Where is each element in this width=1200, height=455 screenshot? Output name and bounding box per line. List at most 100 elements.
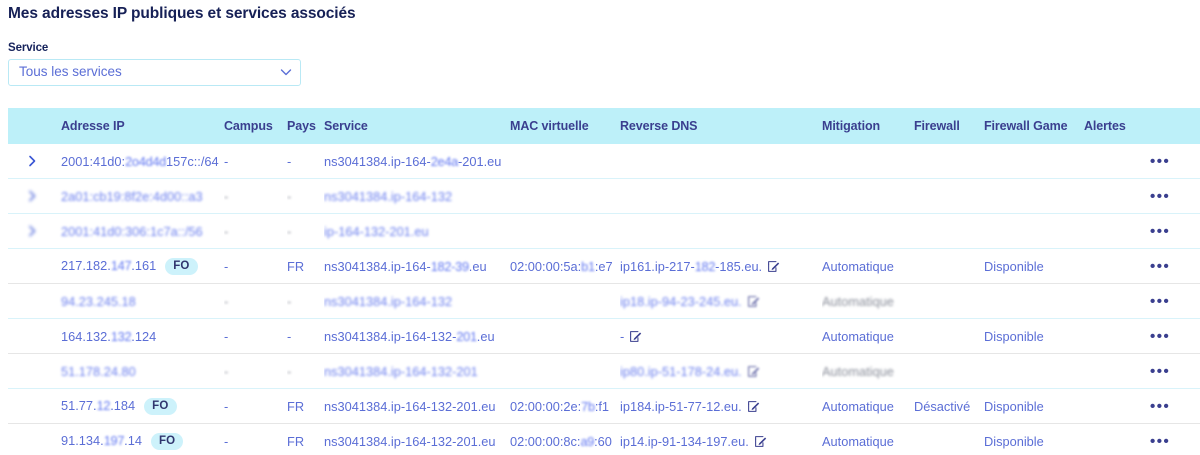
cell-service: ns3041384.ip-164-132 [324, 179, 510, 214]
ellipsis-icon[interactable]: ••• [1150, 362, 1171, 380]
pays-redacted: - [287, 363, 292, 379]
cell-service: ns3041384.ip-164-2e4a-201.eu [324, 144, 510, 179]
cell-alertes[interactable]: ••• [1084, 319, 1200, 354]
ellipsis-icon[interactable]: ••• [1150, 257, 1171, 275]
table-row[interactable]: 51.77.12.184 FO - FR ns3041384.ip-164-132… [8, 389, 1200, 424]
campus-redacted: - [224, 188, 229, 204]
rdns-redacted: ip18.ip-94-23-245.eu. [620, 293, 742, 309]
cell-ip: 164.132.132.124 [52, 319, 224, 354]
cell-rdns: ip14.ip-91-134-197.eu. [620, 424, 822, 455]
cell-firewall[interactable]: Désactivé [914, 398, 971, 414]
pays-redacted: - [287, 293, 292, 309]
rdns-prefix: - [620, 328, 625, 344]
table-row[interactable]: 91.134.197.14 FO - FR ns3041384.ip-164-13… [8, 424, 1200, 455]
cell-alertes[interactable]: ••• [1084, 389, 1200, 424]
table-row[interactable]: 2001:41d0:306:1c7a::/56 - - ip-164-132-2… [8, 214, 1200, 249]
row-expand-toggle[interactable] [8, 179, 52, 214]
cell-firewall-game[interactable]: Disponible [984, 258, 1044, 274]
mac-redacted: a9 [580, 433, 595, 449]
cell-alertes[interactable]: ••• [1084, 179, 1200, 214]
service-prefix: ns3041384.ip-164- [324, 153, 431, 169]
rdns-suffix: -185.eu. [715, 258, 763, 274]
cell-firewall [914, 214, 984, 249]
table-row[interactable]: 164.132.132.124 - - ns3041384.ip-164-132… [8, 319, 1200, 354]
cell-alertes[interactable]: ••• [1084, 144, 1200, 179]
ip-redacted: 2o4d4d [125, 153, 166, 169]
service-redacted: 2e4a [430, 153, 459, 169]
edit-icon[interactable] [747, 295, 760, 308]
cell-alertes[interactable]: ••• [1084, 214, 1200, 249]
cell-alertes[interactable]: ••• [1084, 354, 1200, 389]
cell-campus: - [224, 153, 229, 169]
ellipsis-icon[interactable]: ••• [1150, 397, 1171, 415]
cell-alertes[interactable]: ••• [1084, 424, 1200, 455]
page-title: Mes adresses IP publiques et services as… [8, 5, 356, 22]
cell-campus: - [224, 284, 287, 319]
cell-pays: - [287, 153, 292, 169]
cell-firewall-game [984, 144, 1084, 179]
table-header: Adresse IP Campus Pays Service MAC virtu… [8, 108, 1200, 144]
cell-service: ns3041384.ip-164-132-201.eu [324, 424, 510, 455]
cell-mac: 02:00:00:8c:a9:60 [510, 424, 620, 455]
ellipsis-icon[interactable]: ••• [1150, 152, 1171, 170]
cell-mac: 02:00:00:2e:7b:f1 [510, 389, 620, 424]
edit-icon[interactable] [629, 330, 642, 343]
status-badge: FO [144, 397, 177, 415]
chevron-right-icon [26, 190, 37, 201]
mac-suffix: :f1 [594, 398, 610, 414]
table-row[interactable]: 2001:41d0:2o4d4d157c::/64 - - ns3041384.… [8, 144, 1200, 179]
ellipsis-icon[interactable]: ••• [1150, 432, 1171, 450]
cell-alertes[interactable]: ••• [1084, 249, 1200, 284]
mitigation-redacted: Automatique [822, 293, 894, 309]
mac-redacted: 7b [581, 398, 595, 414]
service-redacted: ns3041384.ip-164-132 [324, 188, 453, 204]
edit-icon[interactable] [747, 365, 760, 378]
cell-alertes[interactable]: ••• [1084, 284, 1200, 319]
cell-pays: - [287, 214, 324, 249]
service-filter: Service Tous les services [8, 42, 301, 86]
ip-suffix: .184 [110, 397, 136, 413]
edit-icon[interactable] [747, 400, 760, 413]
cell-firewall-game[interactable]: Disponible [984, 433, 1044, 449]
column-header-expand [8, 108, 52, 144]
ip-redacted: 132 [110, 328, 132, 344]
cell-campus: - [224, 258, 229, 274]
ellipsis-icon[interactable]: ••• [1150, 327, 1171, 345]
ip-prefix: 164.132. [61, 328, 111, 344]
column-header-mitigation: Mitigation [822, 108, 914, 144]
cell-firewall-game[interactable]: Disponible [984, 328, 1044, 344]
cell-service: ns3041384.ip-164-132-201 [324, 354, 510, 389]
cell-firewall [914, 144, 984, 179]
column-header-ip: Adresse IP [52, 108, 224, 144]
edit-icon[interactable] [767, 260, 780, 273]
table-row[interactable]: 51.178.24.80 - - ns3041384.ip-164-132-20… [8, 354, 1200, 389]
table-row[interactable]: 2a01:cb19:8f2e:4d00::a3 - - ns3041384.ip… [8, 179, 1200, 214]
cell-firewall [914, 319, 984, 354]
table-header-row: Adresse IP Campus Pays Service MAC virtu… [8, 108, 1200, 144]
row-expand-toggle[interactable] [8, 144, 52, 179]
row-expand-toggle[interactable] [8, 214, 52, 249]
cell-mitigation: Automatique [822, 433, 894, 449]
ip-prefix: 217.182. [61, 257, 111, 273]
ellipsis-icon[interactable]: ••• [1150, 187, 1171, 205]
cell-mitigation [822, 144, 914, 179]
table-row[interactable]: 217.182.147.161 FO - FR ns3041384.ip-164-… [8, 249, 1200, 284]
column-header-alertes: Alertes [1084, 108, 1200, 144]
ellipsis-icon[interactable]: ••• [1150, 292, 1171, 310]
rdns-redacted: ip80.ip-51-178-24.eu. [620, 363, 742, 379]
column-header-rdns: Reverse DNS [620, 108, 822, 144]
table-row[interactable]: 94.23.245.18 - - ns3041384.ip-164-132 ip… [8, 284, 1200, 319]
chevron-right-icon [26, 225, 37, 236]
cell-service: ns3041384.ip-164-132-201.eu [324, 389, 510, 424]
mac-prefix: 02:00:00:2e: [510, 398, 582, 414]
ellipsis-icon[interactable]: ••• [1150, 222, 1171, 240]
service-suffix: -201.eu [458, 153, 502, 169]
mac-redacted: b1 [581, 258, 595, 274]
edit-icon[interactable] [754, 435, 767, 448]
cell-firewall-game[interactable]: Disponible [984, 398, 1044, 414]
service-redacted: ns3041384.ip-164-132-201 [324, 363, 478, 379]
column-header-firewall: Firewall [914, 108, 984, 144]
cell-service: ip-164-132-201.eu [324, 214, 510, 249]
mitigation-redacted: Automatique [822, 363, 894, 379]
service-select[interactable]: Tous les services [8, 59, 301, 86]
